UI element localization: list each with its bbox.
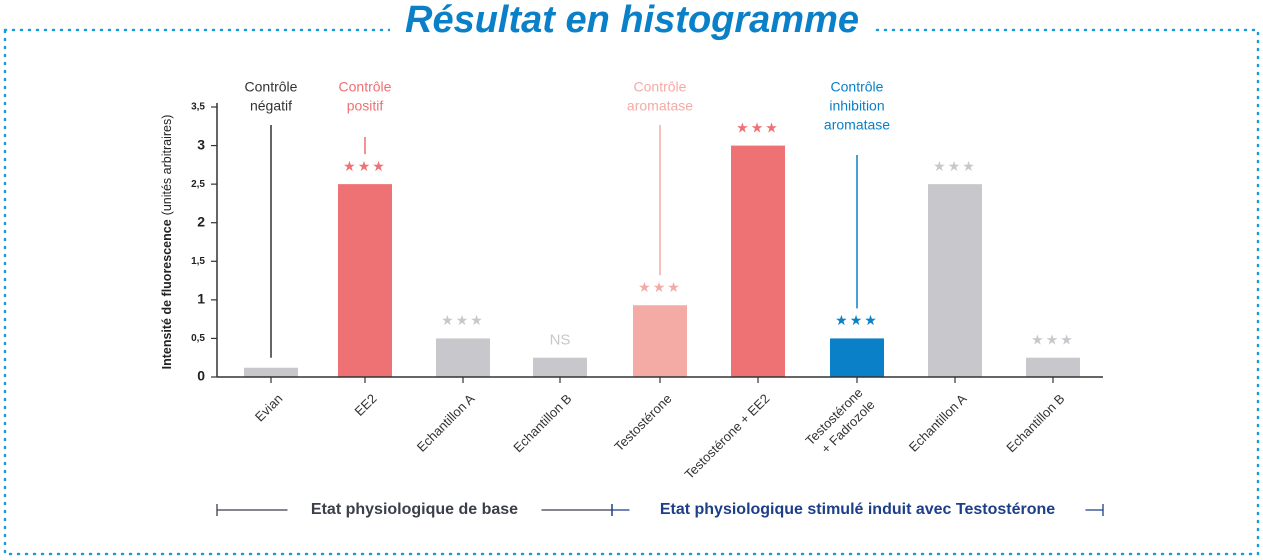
y-tick-label: 0 (197, 368, 205, 384)
x-tick-label: Evian (252, 391, 286, 425)
annotation-text: Contrôle (831, 79, 884, 95)
y-tick-label: 2 (197, 213, 205, 229)
significance-label: ★★★ (343, 158, 387, 174)
significance-label: ★★★ (933, 158, 977, 174)
bar (928, 184, 982, 377)
group-label: Etat physiologique stimulé induit avec T… (660, 501, 1055, 518)
y-axis-label: Intensité de fluorescence (unités arbitra… (160, 115, 174, 370)
y-tick-label: 1 (197, 291, 205, 307)
y-label-main: Intensité de fluorescence (160, 219, 174, 369)
chart-title: Résultat en histogramme (405, 0, 859, 41)
annotation-text: positif (347, 98, 384, 114)
bar (633, 305, 687, 377)
x-tick-label: Testostérone (611, 391, 674, 454)
annotation-text: inhibition (829, 98, 884, 114)
y-tick-label: 3,5 (191, 102, 205, 113)
significance-label: ★★★ (638, 279, 682, 295)
y-tick-label: 1,5 (191, 256, 205, 267)
annotation-text: Contrôle (634, 79, 687, 95)
bar (533, 357, 587, 377)
y-label-note: (unités arbitraires) (160, 115, 174, 216)
x-tick-label: Testostérone + EE2 (681, 391, 772, 482)
x-tick-label: Echantillon A (414, 391, 478, 455)
bar (731, 145, 785, 377)
significance-label: ★★★ (835, 312, 879, 328)
y-tick-label: 3 (197, 136, 205, 152)
bar (436, 338, 490, 377)
x-tick-label: EE2 (352, 391, 380, 419)
significance-label: ★★★ (441, 312, 485, 328)
x-tick-label: Echantillon B (1003, 391, 1067, 455)
y-tick-label: 2,5 (191, 179, 205, 190)
bar (830, 338, 884, 377)
bar (244, 367, 298, 377)
bar (1026, 357, 1080, 377)
annotation-text: aromatase (627, 98, 693, 114)
annotation-text: Contrôle (245, 79, 298, 95)
significance-label: NS (550, 332, 571, 349)
y-tick-label: 0,5 (191, 333, 205, 344)
x-tick-label: Echantillon A (906, 391, 970, 455)
significance-label: ★★★ (1031, 331, 1075, 347)
x-tick-label: Testostérone+ Fadrozole (803, 385, 878, 460)
significance-label: ★★★ (736, 119, 780, 135)
title-backdrop (390, 0, 875, 46)
bar (338, 184, 392, 377)
annotation-text: aromatase (824, 117, 890, 133)
x-tick-label: Echantillon B (510, 391, 574, 455)
group-label: Etat physiologique de base (311, 501, 518, 518)
annotation-text: négatif (250, 98, 292, 114)
annotation-text: Contrôle (339, 79, 392, 95)
